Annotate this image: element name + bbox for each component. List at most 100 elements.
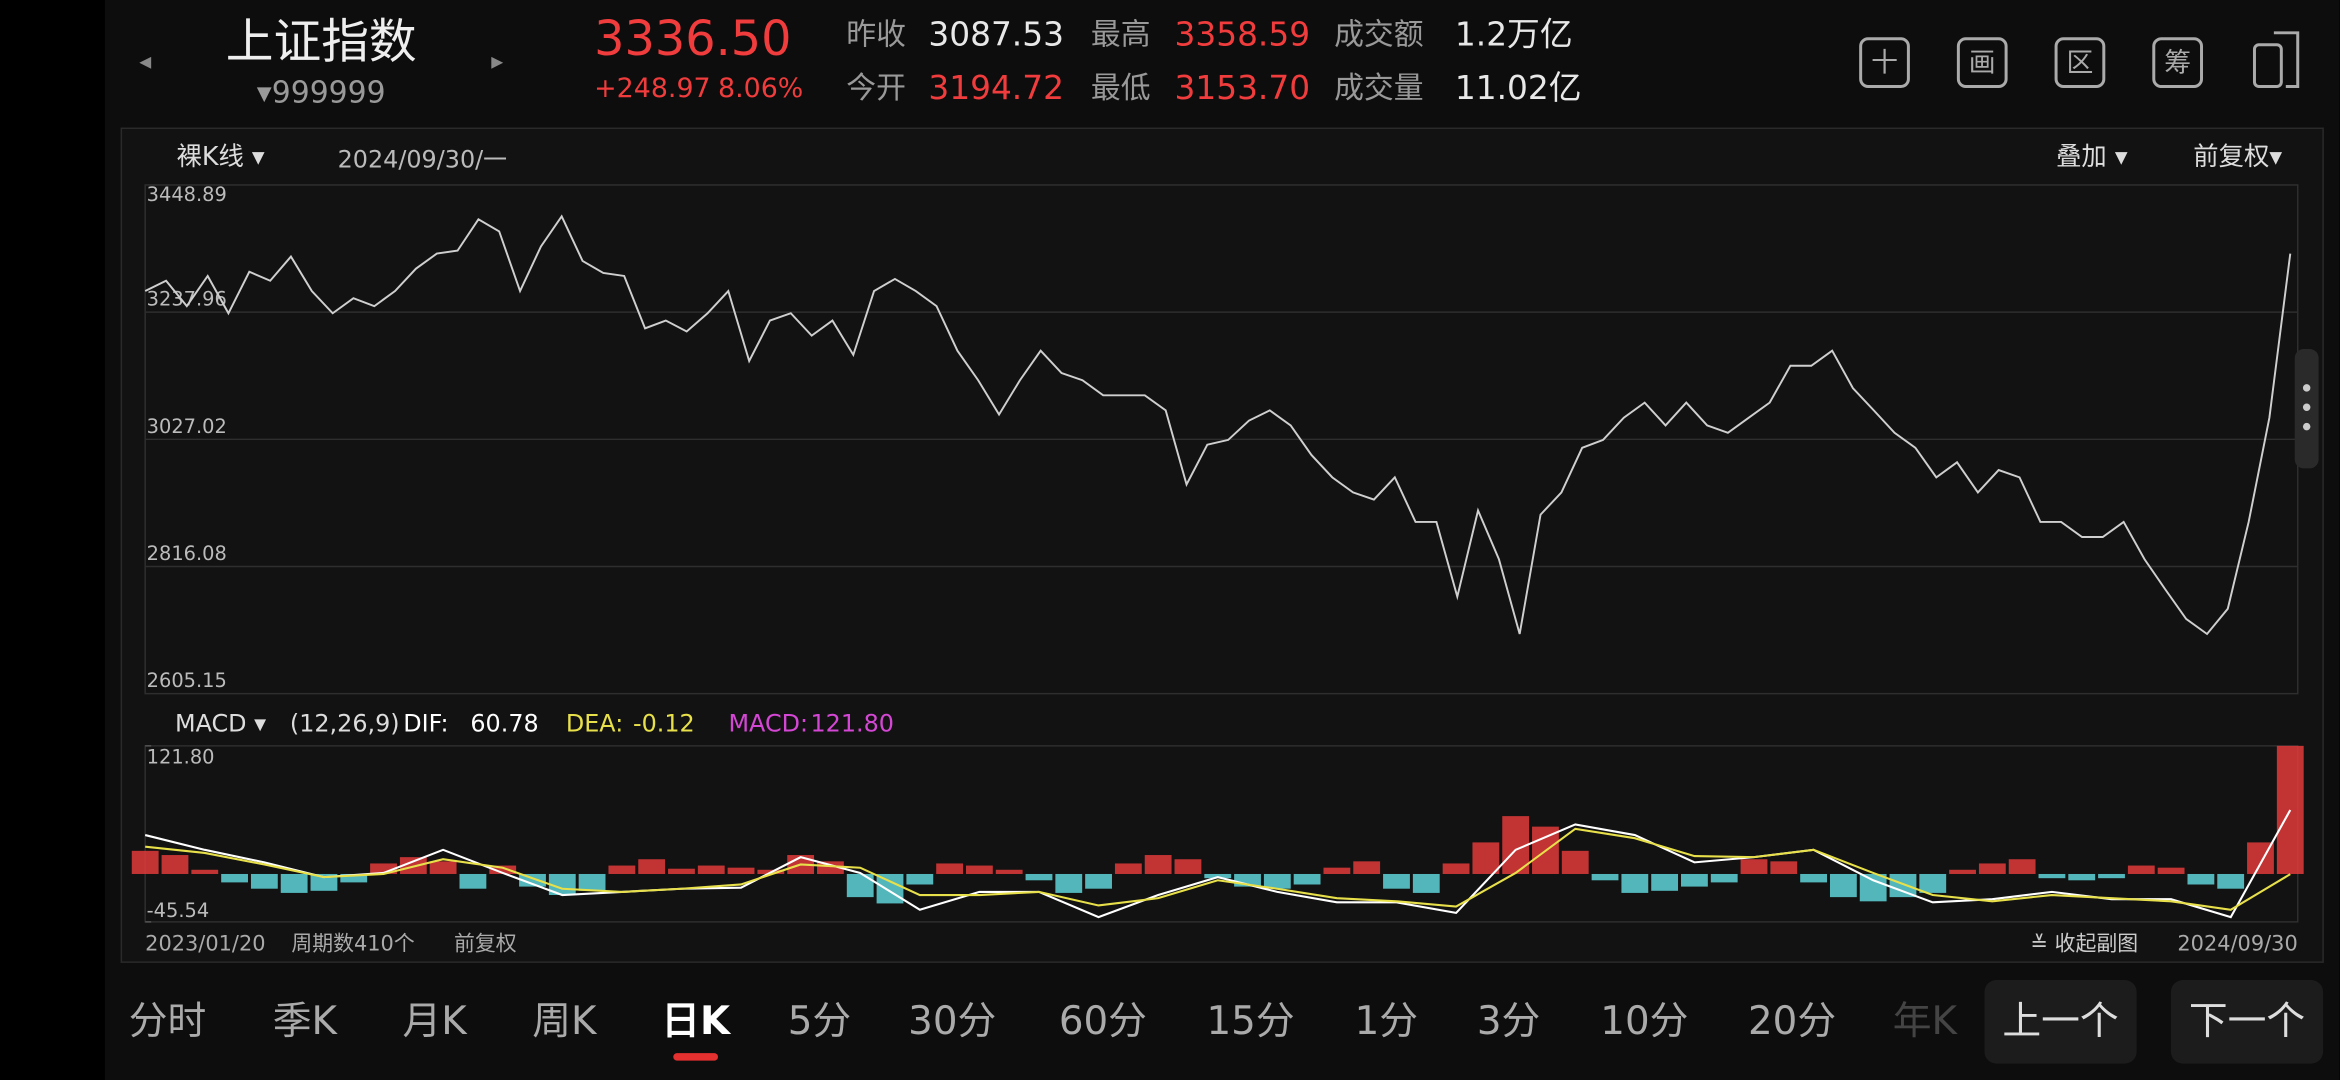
period-tab[interactable]: 年K bbox=[1893, 999, 1959, 1044]
macd-bar bbox=[1740, 859, 1768, 874]
nav-button-label[interactable]: 下一个 bbox=[2189, 999, 2305, 1044]
period-tab[interactable]: 月K bbox=[402, 999, 468, 1044]
legend-value: 60.78 bbox=[470, 709, 538, 737]
macd-bar bbox=[1263, 873, 1291, 889]
period-tab[interactable]: 10分 bbox=[1600, 999, 1688, 1044]
period-tab[interactable]: 3分 bbox=[1477, 999, 1540, 1044]
macd-bar bbox=[1055, 873, 1083, 893]
macd-bar bbox=[1621, 873, 1649, 893]
price-line bbox=[144, 214, 2292, 636]
chart-date: 2024/09/30/一 bbox=[338, 146, 507, 174]
macd-bar bbox=[1353, 861, 1381, 874]
stat-label: 昨收 bbox=[846, 17, 906, 52]
macd-bar bbox=[429, 861, 457, 874]
macd-bar bbox=[2098, 873, 2125, 879]
macd-bar bbox=[1710, 873, 1738, 883]
stat-label: 成交额 bbox=[1334, 17, 1423, 52]
stat-value: 1.2万亿 bbox=[1455, 15, 1573, 53]
tool-label: 画 bbox=[1969, 48, 1996, 79]
phone-icon-frame bbox=[2273, 31, 2300, 89]
period-tab[interactable]: 5分 bbox=[788, 999, 851, 1044]
nav-button[interactable] bbox=[1984, 980, 2137, 1064]
y-tick-label: 3027.02 bbox=[147, 415, 227, 438]
index-name: 上证指数 bbox=[226, 15, 417, 70]
macd-bar bbox=[965, 865, 993, 874]
macd-bar bbox=[817, 861, 844, 874]
period-tab[interactable]: 60分 bbox=[1059, 999, 1147, 1044]
macd-bar bbox=[2038, 873, 2066, 879]
tool-icon[interactable] bbox=[2152, 37, 2204, 89]
macd-bar bbox=[161, 855, 189, 874]
stat-value: 3194.72 bbox=[928, 69, 1064, 107]
legend-value: -0.12 bbox=[633, 709, 695, 737]
macd-bar bbox=[370, 863, 397, 874]
macd-line bbox=[145, 827, 2291, 911]
macd-bar bbox=[2008, 859, 2036, 874]
macd-bar bbox=[519, 873, 546, 887]
macd-bar bbox=[1651, 873, 1679, 891]
period-tab[interactable]: 1分 bbox=[1355, 999, 1418, 1044]
period-tab[interactable]: 15分 bbox=[1207, 999, 1295, 1044]
macd-bar bbox=[2127, 865, 2155, 874]
nav-button[interactable] bbox=[2170, 980, 2324, 1064]
tool-icon[interactable] bbox=[2054, 37, 2106, 89]
y-tick-label: 3237.96 bbox=[147, 288, 227, 311]
period-tab[interactable]: 日K bbox=[661, 999, 732, 1044]
change-pct: 8.06% bbox=[718, 73, 803, 104]
macd-bar bbox=[1889, 873, 1917, 898]
stat-label: 今开 bbox=[846, 71, 906, 106]
stat-label: 最低 bbox=[1091, 71, 1151, 106]
macd-bar bbox=[191, 869, 219, 874]
macd-bar bbox=[638, 859, 666, 874]
macd-bar bbox=[250, 873, 278, 889]
macd-bar bbox=[1114, 863, 1142, 874]
macd-bar bbox=[2276, 745, 2304, 874]
macd-bar bbox=[1025, 873, 1053, 881]
chart-style[interactable]: 裸K线 ▾ bbox=[177, 141, 265, 171]
macd-bar bbox=[1293, 873, 1321, 885]
macd-bar bbox=[876, 873, 904, 904]
period-tab[interactable]: 季K bbox=[273, 999, 339, 1044]
overlay[interactable]: 叠加 ▾ bbox=[2056, 141, 2128, 171]
prev-index[interactable]: ◂ bbox=[139, 47, 151, 75]
tool-label: 十 bbox=[1871, 48, 1898, 79]
macd-bar bbox=[459, 873, 487, 889]
chart-panel bbox=[120, 127, 2324, 963]
macd-params: (12,26,9) bbox=[290, 709, 400, 737]
y-tick-label: 2816.08 bbox=[147, 542, 227, 565]
adjust[interactable]: 前复权▾ bbox=[2193, 141, 2282, 171]
macd-bar bbox=[1681, 873, 1708, 887]
macd-bar bbox=[1561, 850, 1589, 874]
tool-icon[interactable] bbox=[1859, 37, 1910, 89]
period-count: 周期数410个 bbox=[291, 931, 414, 955]
period-tab[interactable]: 分时 bbox=[129, 999, 207, 1044]
macd-bar bbox=[1949, 869, 1976, 874]
macd-bar bbox=[340, 873, 368, 883]
macd-bar bbox=[1919, 873, 1947, 893]
change: +248.97 bbox=[594, 73, 710, 104]
index-code[interactable]: ▾999999 bbox=[257, 75, 386, 110]
phone-icon[interactable] bbox=[2252, 43, 2283, 89]
period-tab[interactable]: 20分 bbox=[1748, 999, 1836, 1044]
dot bbox=[2302, 403, 2311, 411]
tool-label: 区 bbox=[2067, 48, 2094, 79]
period-tab[interactable]: 30分 bbox=[908, 999, 996, 1044]
period-tab[interactable]: 周K bbox=[532, 999, 598, 1044]
macd-bar bbox=[131, 850, 159, 874]
macd-bar bbox=[1323, 867, 1351, 874]
collapse-subchart[interactable]: ≚ 收起副图 bbox=[2030, 931, 2138, 955]
macd-bar bbox=[280, 873, 308, 893]
macd-bar bbox=[489, 865, 517, 874]
macd-bar bbox=[578, 873, 606, 891]
stat-value: 3153.70 bbox=[1174, 69, 1310, 107]
y-tick-label: 2605.15 bbox=[147, 669, 227, 692]
next-index[interactable]: ▸ bbox=[491, 47, 503, 75]
legend-name: DIF: bbox=[403, 709, 448, 737]
legend-value: 121.80 bbox=[810, 709, 894, 737]
macd-bar bbox=[1591, 873, 1619, 881]
nav-button-label[interactable]: 上一个 bbox=[2002, 999, 2118, 1044]
macd-title[interactable]: MACD ▾ bbox=[175, 709, 266, 737]
tool-icon[interactable] bbox=[1956, 37, 2008, 89]
macd-bar bbox=[1085, 873, 1112, 889]
